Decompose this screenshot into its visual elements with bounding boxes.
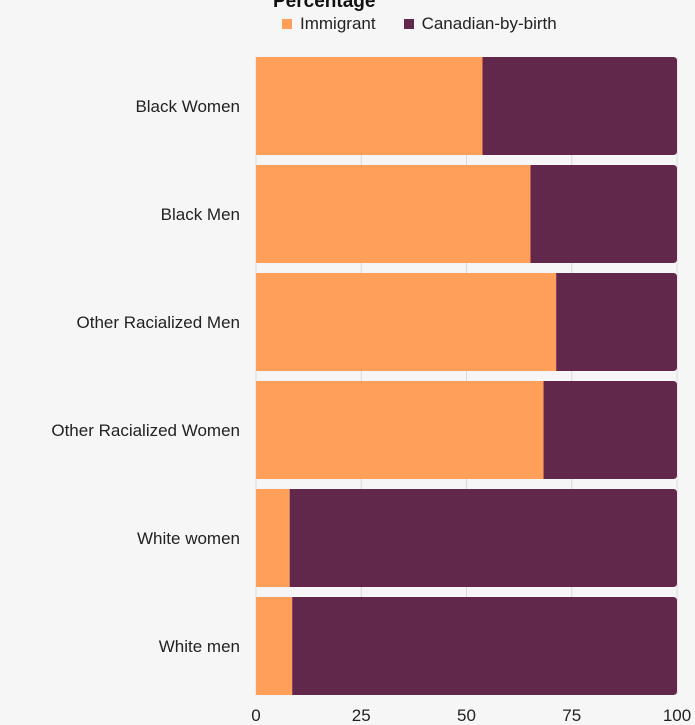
category-label-white-men: White men xyxy=(159,637,240,656)
bar-canadian-by-birth-black-women xyxy=(482,57,677,155)
bar-immigrant-white-men xyxy=(256,597,293,695)
legend: Immigrant Canadian-by-birth xyxy=(282,13,557,35)
x-tick-label-50: 50 xyxy=(457,706,476,725)
category-label-black-men: Black Men xyxy=(161,205,240,224)
x-tick-label-0: 0 xyxy=(251,706,260,725)
category-label-white-women: White women xyxy=(137,529,240,548)
legend-item-canadian-by-birth: Canadian-by-birth xyxy=(403,14,557,34)
category-label-other-racialized-women: Other Racialized Women xyxy=(51,421,240,440)
bar-immigrant-white-women xyxy=(256,489,290,587)
bar-canadian-by-birth-other-racialized-men xyxy=(556,273,677,371)
bar-canadian-by-birth-white-women xyxy=(289,489,677,587)
x-tick-label-100: 100 xyxy=(663,706,691,725)
bar-immigrant-other-racialized-men xyxy=(256,273,557,371)
bar-canadian-by-birth-black-men xyxy=(530,165,677,263)
bar-canadian-by-birth-other-racialized-women xyxy=(543,381,677,479)
x-tick-label-25: 25 xyxy=(352,706,371,725)
legend-swatch-canadian-by-birth xyxy=(403,19,414,29)
bar-immigrant-black-men xyxy=(256,165,531,263)
bar-immigrant-other-racialized-women xyxy=(256,381,544,479)
legend-item-immigrant: Immigrant xyxy=(282,14,376,34)
category-label-other-racialized-men: Other Racialized Men xyxy=(77,313,240,332)
category-label-black-women: Black Women xyxy=(135,97,240,116)
bar-canadian-by-birth-white-men xyxy=(292,597,677,695)
legend-swatch-immigrant xyxy=(282,19,292,29)
legend-label-immigrant: Immigrant xyxy=(300,14,376,33)
legend-label-canadian-by-birth: Canadian-by-birth xyxy=(421,14,557,33)
x-tick-label-75: 75 xyxy=(562,706,581,725)
chart-title: Percentage xyxy=(273,0,376,12)
bar-immigrant-black-women xyxy=(256,57,483,155)
